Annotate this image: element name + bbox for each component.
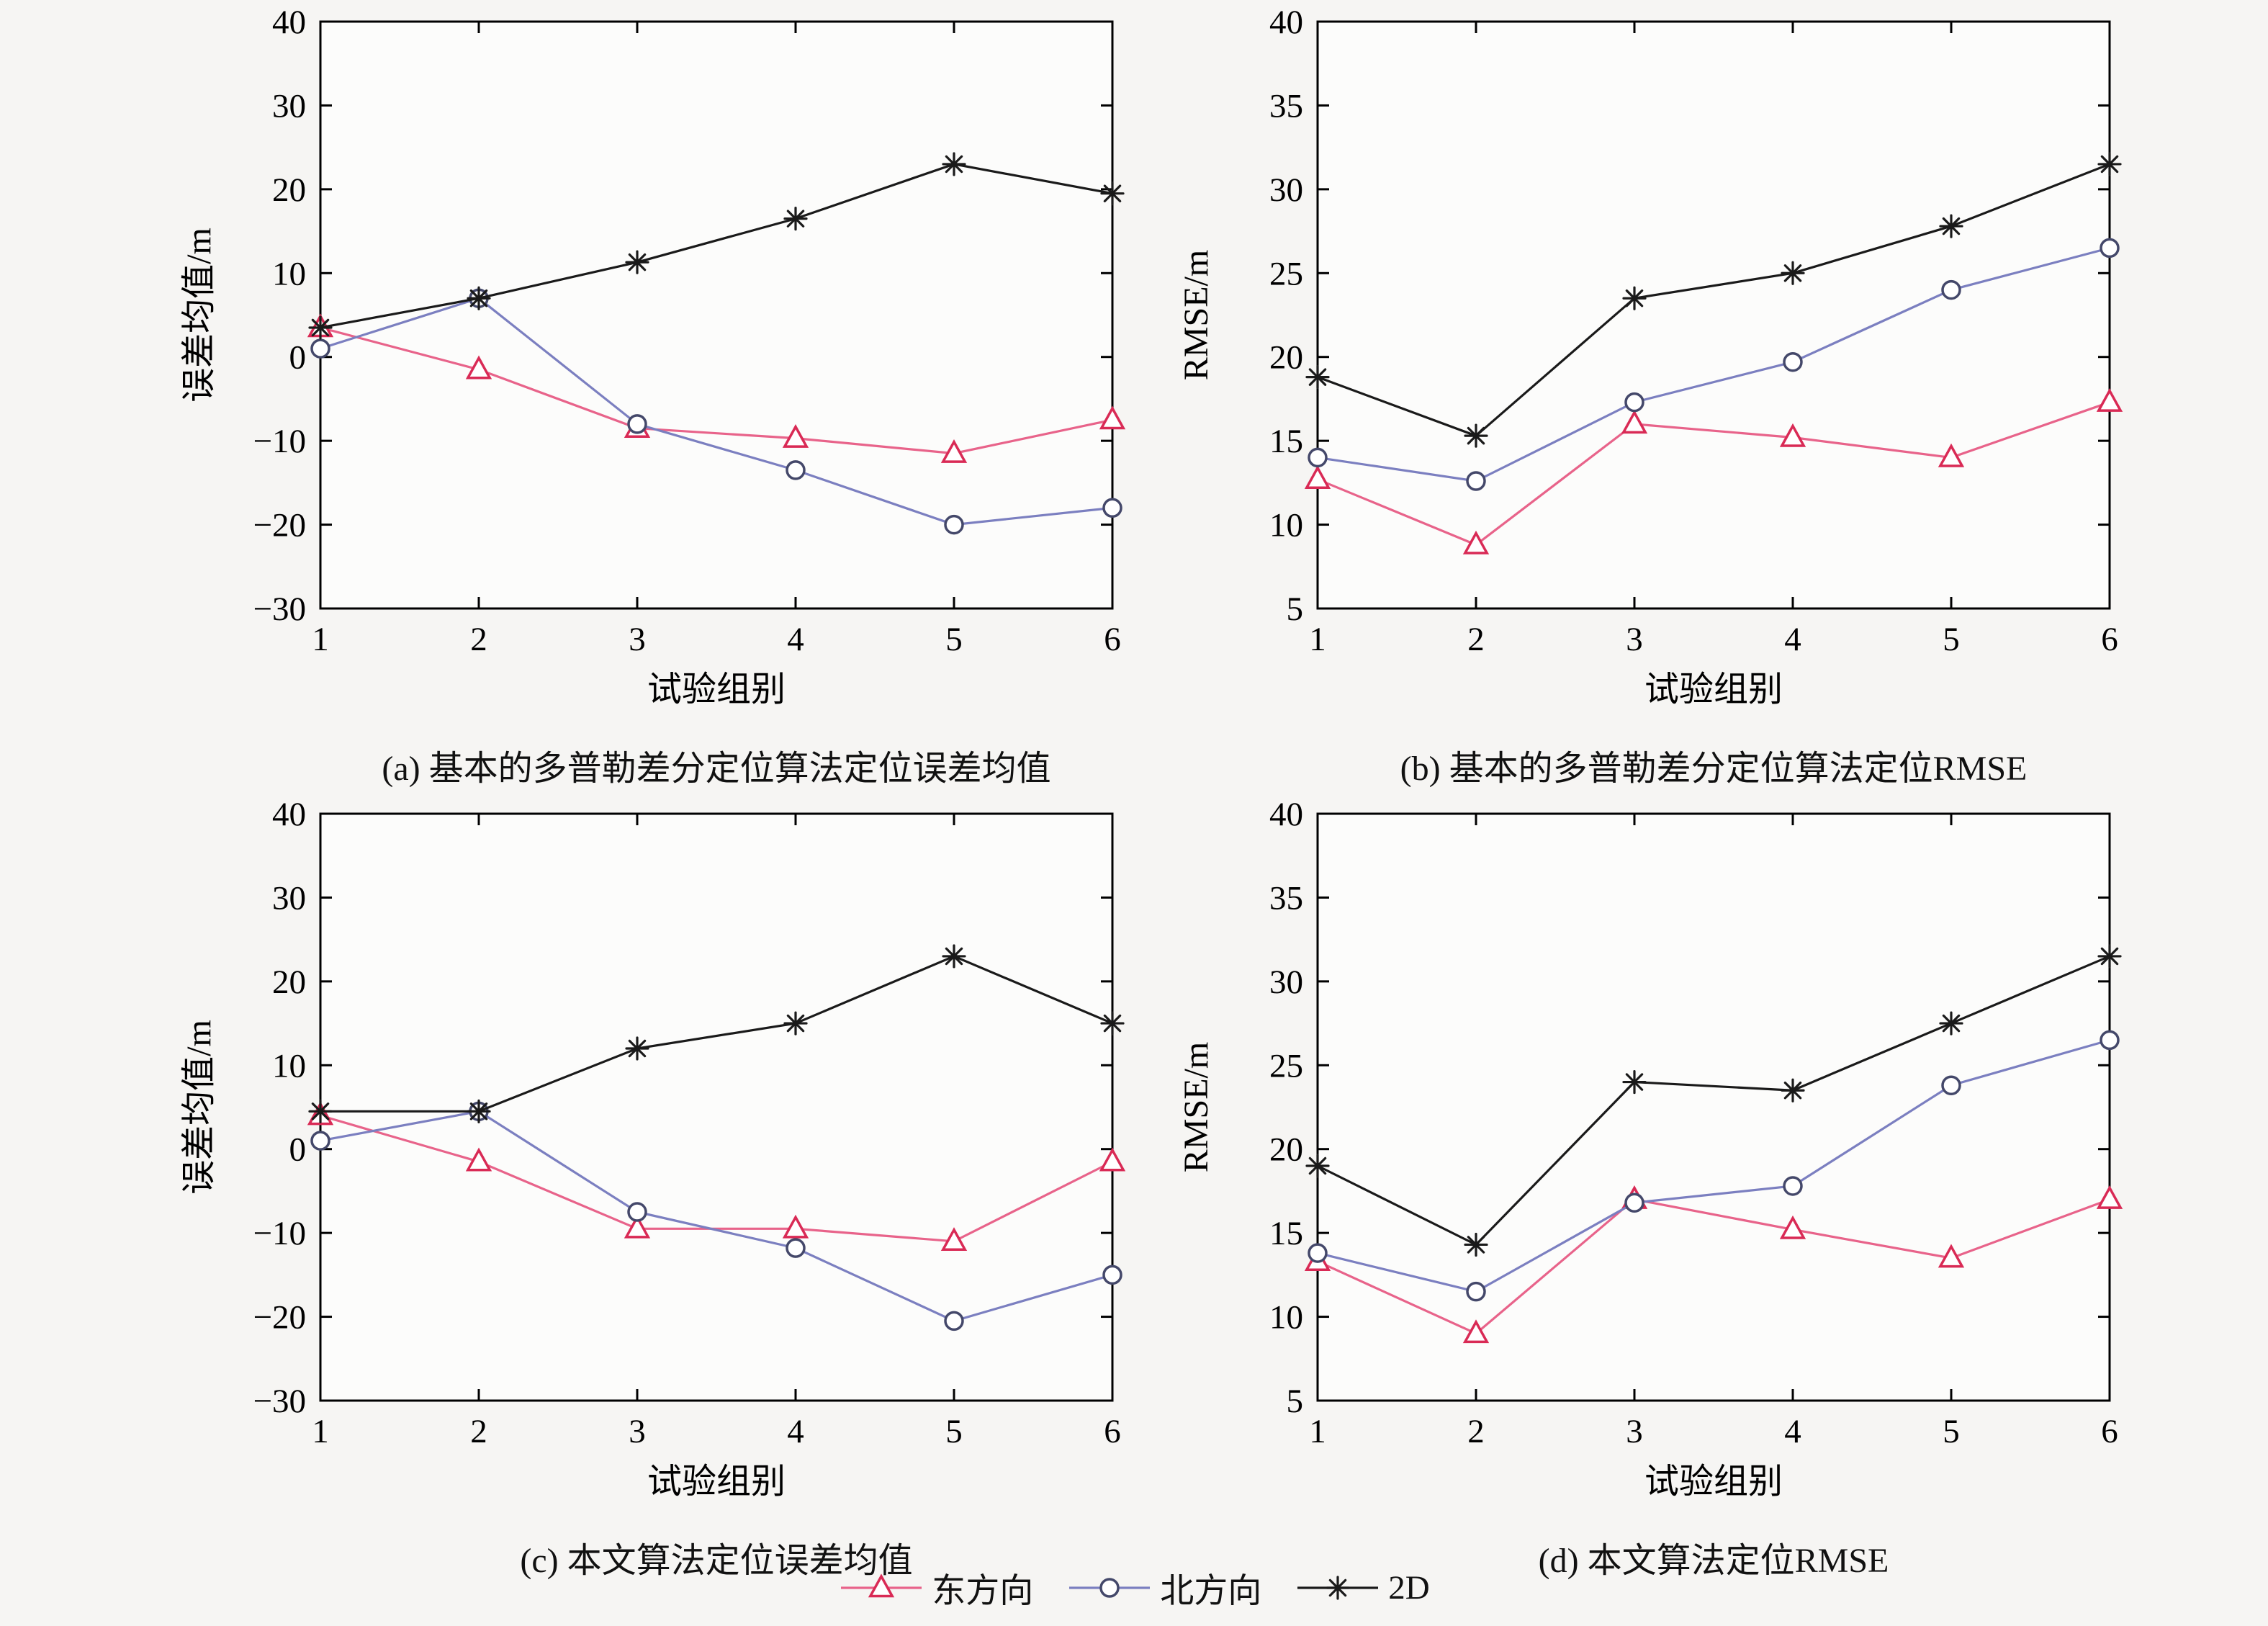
chart-d-plot: 5 10 15 20 25 30 35 40 1 2 3 4 5 6 试验组别 RMSE/m xyxy=(1177,796,2123,1501)
svg-text:20: 20 xyxy=(272,171,306,209)
legend-label-east: 东方向 xyxy=(932,1573,1034,1610)
svg-text:1: 1 xyxy=(312,621,329,658)
triangle-marker-icon xyxy=(841,1573,922,1597)
chart-b-caption: (b) 基本的多普勒差分定位算法定位RMSE xyxy=(1400,750,2028,788)
svg-text:30: 30 xyxy=(272,879,306,917)
svg-text:20: 20 xyxy=(1269,339,1303,377)
svg-text:试验组别: 试验组别 xyxy=(1644,1463,1783,1501)
svg-text:10: 10 xyxy=(1269,1299,1303,1337)
chart-d: 5 10 15 20 25 30 35 40 1 2 3 4 5 6 试验组别 RMSE/m (d) 本文算法… xyxy=(1163,792,2153,1582)
svg-text:0: 0 xyxy=(289,339,307,377)
svg-text:15: 15 xyxy=(1269,1215,1303,1252)
svg-text:1: 1 xyxy=(312,1413,329,1450)
svg-text:5: 5 xyxy=(1287,590,1304,628)
svg-text:4: 4 xyxy=(1784,621,1801,658)
svg-text:5: 5 xyxy=(945,621,963,658)
chart-b-plot: 5 10 15 20 25 30 35 40 1 2 3 4 5 6 试验组别 RMSE/m xyxy=(1177,4,2123,709)
svg-text:−30: −30 xyxy=(253,1383,306,1420)
svg-text:10: 10 xyxy=(272,1047,306,1084)
svg-text:−20: −20 xyxy=(253,507,306,544)
svg-text:20: 20 xyxy=(272,964,306,1001)
svg-text:试验组别: 试验组别 xyxy=(647,670,786,709)
svg-text:6: 6 xyxy=(2101,1413,2118,1450)
svg-text:25: 25 xyxy=(1269,255,1303,292)
svg-text:5: 5 xyxy=(1943,621,1960,658)
svg-text:2: 2 xyxy=(470,1413,487,1450)
asterisk-marker-icon xyxy=(1297,1575,1379,1600)
svg-text:3: 3 xyxy=(629,1413,646,1450)
chart-a-caption: (a) 基本的多普勒差分定位算法定位误差均值 xyxy=(382,750,1051,788)
svg-text:−20: −20 xyxy=(253,1299,306,1337)
svg-text:30: 30 xyxy=(272,87,306,125)
chart-b: 5 10 15 20 25 30 35 40 1 2 3 4 5 6 试验组别 RMSE/m (b) 基本的多… xyxy=(1163,0,2153,790)
svg-text:0: 0 xyxy=(289,1131,307,1169)
svg-text:5: 5 xyxy=(945,1413,963,1450)
svg-text:5: 5 xyxy=(1943,1413,1960,1450)
svg-text:3: 3 xyxy=(1626,621,1643,658)
svg-text:6: 6 xyxy=(1104,621,1121,658)
svg-text:−10: −10 xyxy=(253,423,306,460)
svg-text:RMSE/m: RMSE/m xyxy=(1177,250,1215,380)
svg-text:误差均值/m: 误差均值/m xyxy=(180,1020,218,1195)
chart-a-plot: −30 −20 −10 0 10 20 30 40 1 2 3 4 5 6 试验组别 误差均值/m xyxy=(180,4,1126,709)
svg-text:3: 3 xyxy=(1626,1413,1643,1450)
legend-item-north: 北方向 xyxy=(1066,1563,1261,1612)
svg-text:35: 35 xyxy=(1269,87,1303,125)
svg-text:25: 25 xyxy=(1269,1047,1303,1084)
circle-marker-icon xyxy=(1069,1577,1151,1598)
svg-text:−10: −10 xyxy=(253,1215,306,1252)
svg-text:−30: −30 xyxy=(253,590,306,628)
svg-text:1: 1 xyxy=(1309,621,1326,658)
chart-c-plot: −30 −20 −10 0 10 20 30 40 1 2 3 4 5 6 试验组别 误差均值/m xyxy=(180,796,1126,1501)
chart-c-caption: (c) 本文算法定位误差均值 xyxy=(520,1542,913,1580)
svg-text:4: 4 xyxy=(787,1413,804,1450)
svg-text:6: 6 xyxy=(2101,621,2118,658)
svg-text:2: 2 xyxy=(1467,621,1485,658)
svg-text:30: 30 xyxy=(1269,964,1303,1001)
svg-text:30: 30 xyxy=(1269,171,1303,209)
svg-text:4: 4 xyxy=(787,621,804,658)
legend-label-north: 北方向 xyxy=(1160,1573,1262,1610)
svg-text:40: 40 xyxy=(1269,4,1303,41)
chart-a: −30 −20 −10 0 10 20 30 40 1 2 3 4 5 6 试验组别 误差均值/m (a) 基… xyxy=(166,0,1156,790)
svg-text:10: 10 xyxy=(1269,507,1303,544)
svg-text:35: 35 xyxy=(1269,879,1303,917)
svg-text:6: 6 xyxy=(1104,1413,1121,1450)
svg-text:1: 1 xyxy=(1309,1413,1326,1450)
svg-text:3: 3 xyxy=(629,621,646,658)
svg-text:2: 2 xyxy=(1467,1413,1485,1450)
svg-text:15: 15 xyxy=(1269,423,1303,460)
svg-text:5: 5 xyxy=(1287,1383,1304,1420)
svg-text:试验组别: 试验组别 xyxy=(647,1463,786,1501)
svg-text:20: 20 xyxy=(1269,1131,1303,1169)
legend-label-2d: 2D xyxy=(1388,1568,1430,1607)
legend-item-2d: 2D xyxy=(1295,1568,1430,1607)
svg-text:10: 10 xyxy=(272,255,306,292)
chart-c: −30 −20 −10 0 10 20 30 40 1 2 3 4 5 6 试验组别 误差均值/m (c) 本… xyxy=(166,792,1156,1582)
svg-text:40: 40 xyxy=(1269,796,1303,833)
svg-text:4: 4 xyxy=(1784,1413,1801,1450)
svg-text:40: 40 xyxy=(272,4,306,41)
svg-text:2: 2 xyxy=(470,621,487,658)
svg-text:误差均值/m: 误差均值/m xyxy=(180,228,218,403)
chart-d-caption: (d) 本文算法定位RMSE xyxy=(1538,1542,1889,1580)
svg-text:RMSE/m: RMSE/m xyxy=(1177,1042,1215,1172)
legend-item-east: 东方向 xyxy=(838,1563,1033,1612)
svg-text:40: 40 xyxy=(272,796,306,833)
legend: 东方向 北方向 2D xyxy=(0,1563,2268,1612)
svg-text:试验组别: 试验组别 xyxy=(1644,670,1783,709)
